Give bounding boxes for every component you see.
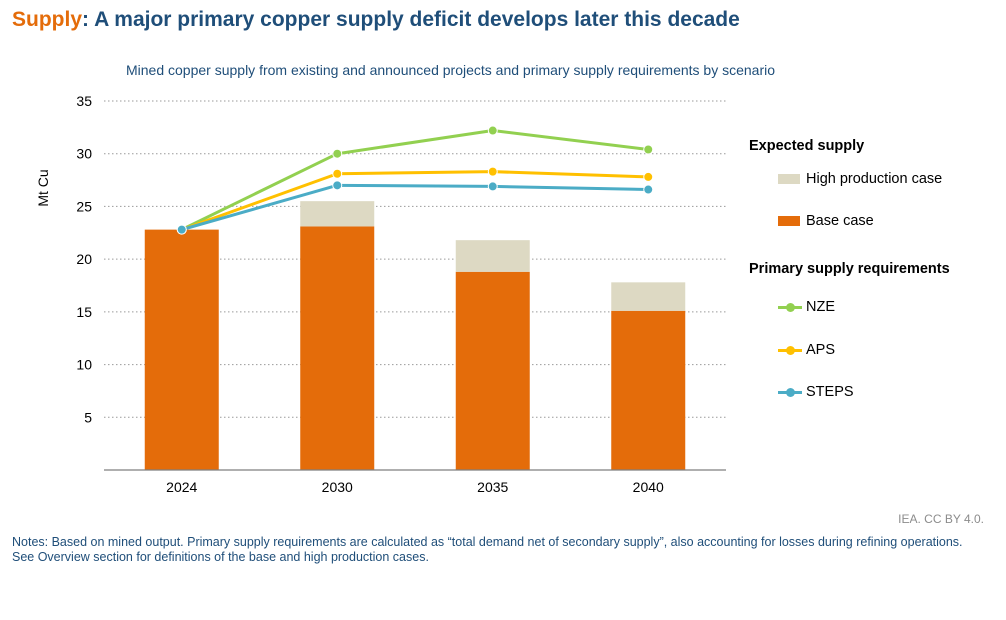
x-tick-label-2040: 2040 bbox=[633, 479, 664, 495]
point-steps-2040 bbox=[643, 184, 654, 195]
point-aps-2040 bbox=[643, 171, 654, 182]
legend-label-high-production: High production case bbox=[806, 171, 943, 187]
aps-line-swatch bbox=[778, 345, 802, 355]
bar-base-case-2024 bbox=[144, 229, 219, 470]
bar-base-case-2035 bbox=[455, 271, 530, 470]
y-tick-label-15: 15 bbox=[76, 304, 92, 320]
y-tick-label-25: 25 bbox=[76, 198, 92, 214]
steps-line-swatch bbox=[778, 387, 802, 397]
page-title: Supply: A major primary copper supply de… bbox=[12, 8, 740, 32]
title-keyword: Supply bbox=[12, 8, 83, 31]
bar-high-production-case-2035 bbox=[455, 240, 530, 272]
legend-item-steps: STEPS bbox=[778, 384, 854, 400]
point-steps-2030 bbox=[332, 180, 343, 191]
base-case-swatch bbox=[778, 216, 800, 226]
x-tick-label-2024: 2024 bbox=[166, 479, 197, 495]
y-tick-label-35: 35 bbox=[76, 93, 92, 109]
y-tick-label-20: 20 bbox=[76, 251, 92, 267]
point-nze-2035 bbox=[487, 125, 498, 136]
chart-title: Mined copper supply from existing and an… bbox=[126, 62, 776, 78]
legend-label-base-case: Base case bbox=[806, 213, 874, 229]
notes-text: Notes: Based on mined output. Primary su… bbox=[12, 535, 963, 564]
x-tick-label-2030: 2030 bbox=[322, 479, 353, 495]
legend-item-nze: NZE bbox=[778, 299, 835, 315]
legend-item-aps: APS bbox=[778, 342, 835, 358]
bar-high-production-case-2030 bbox=[300, 201, 375, 227]
line-nze bbox=[181, 129, 649, 231]
line-aps bbox=[181, 170, 649, 232]
legend-label-aps: APS bbox=[806, 342, 836, 358]
point-nze-2030 bbox=[332, 148, 343, 159]
point-steps-2024 bbox=[176, 224, 187, 235]
y-tick-label-30: 30 bbox=[76, 146, 92, 162]
legend-label-nze: NZE bbox=[806, 299, 835, 315]
legend-label-steps: STEPS bbox=[806, 384, 854, 400]
legend-item-high-production: High production case bbox=[778, 171, 942, 187]
x-tick-label-2035: 2035 bbox=[477, 479, 508, 495]
credit-text: IEA. CC BY 4.0. bbox=[898, 512, 984, 526]
title-text: : A major primary copper supply deficit … bbox=[82, 8, 740, 31]
nze-line-swatch bbox=[778, 302, 802, 312]
point-aps-2030 bbox=[332, 168, 343, 179]
y-tick-label-5: 5 bbox=[84, 409, 92, 425]
high-production-swatch bbox=[778, 174, 800, 184]
legend-heading-expected-supply: Expected supply bbox=[749, 138, 865, 154]
legend-item-base-case: Base case bbox=[778, 213, 874, 229]
point-nze-2040 bbox=[643, 144, 654, 155]
bar-base-case-2040 bbox=[611, 310, 686, 470]
line-steps bbox=[181, 183, 649, 232]
bar-high-production-case-2040 bbox=[611, 282, 686, 311]
legend-heading-requirements: Primary supply requirements bbox=[749, 261, 950, 277]
y-axis-label: Mt Cu bbox=[35, 169, 51, 206]
point-steps-2035 bbox=[487, 181, 498, 192]
bar-base-case-2030 bbox=[300, 226, 375, 470]
point-aps-2035 bbox=[487, 166, 498, 177]
y-tick-label-10: 10 bbox=[76, 357, 92, 373]
